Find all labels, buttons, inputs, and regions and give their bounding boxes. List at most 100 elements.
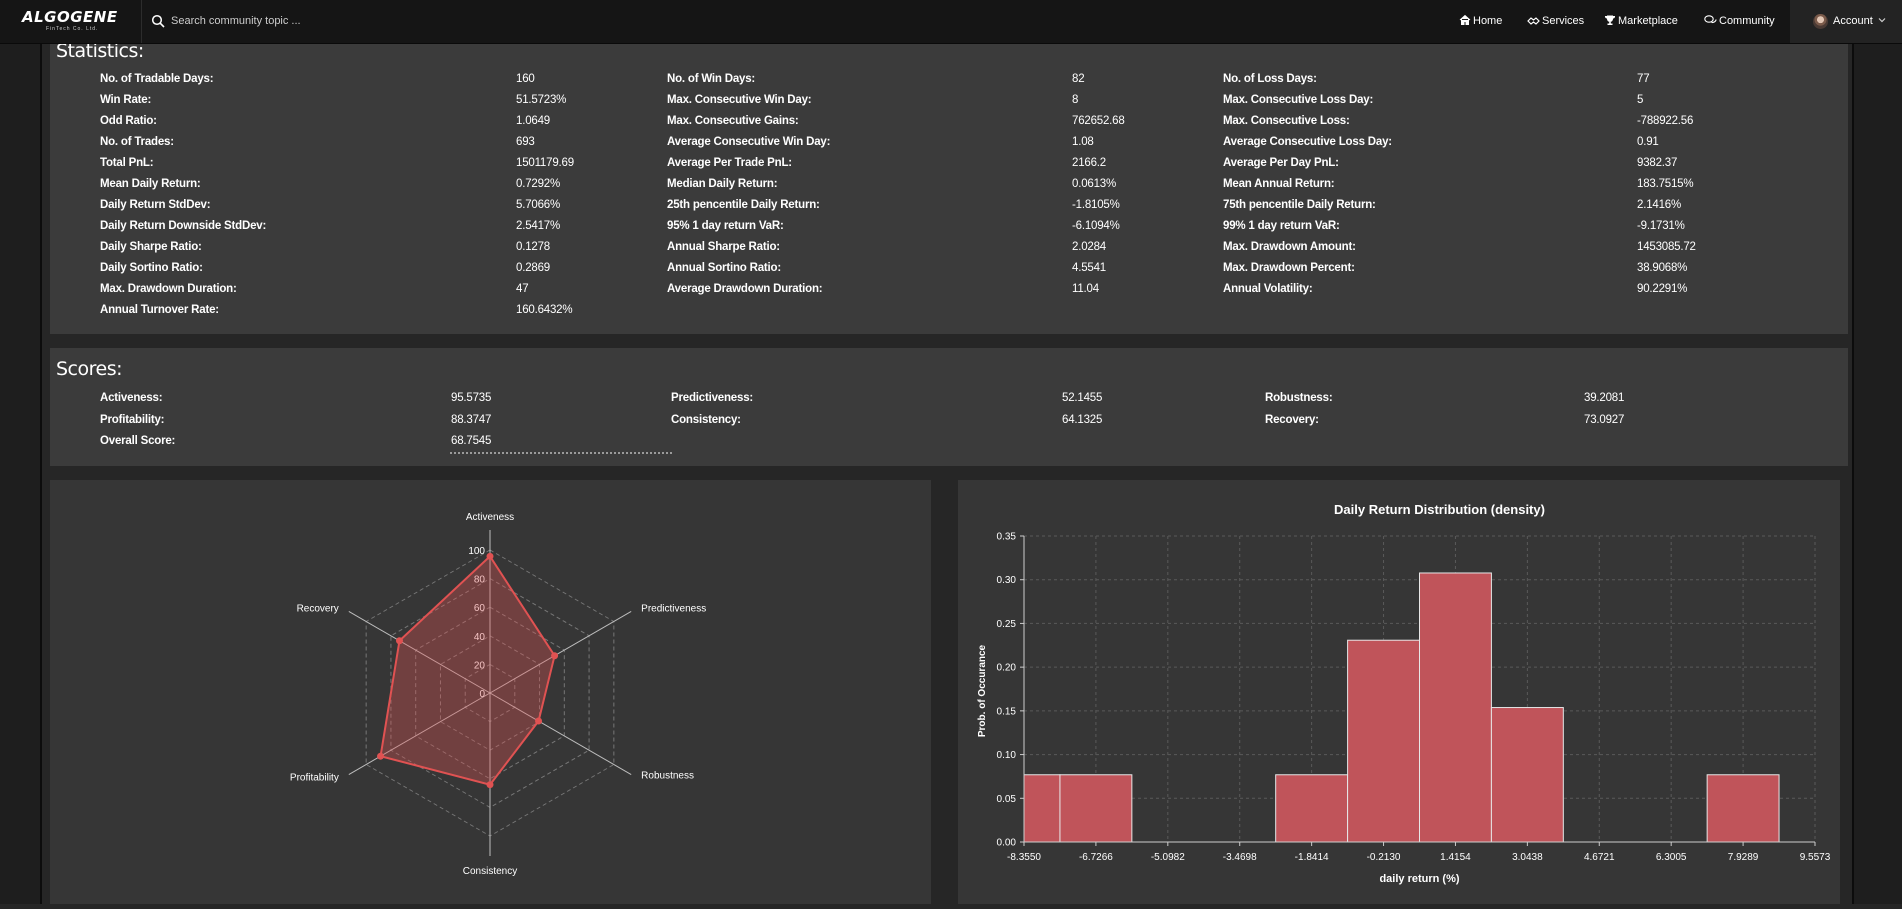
statistics-value: 5.7066% xyxy=(516,199,560,211)
radar-axis-line xyxy=(489,611,632,694)
nav-services[interactable]: Services xyxy=(1527,0,1584,43)
y-tick-label: 0.05 xyxy=(997,794,1017,805)
scores-label: Robustness: xyxy=(1265,392,1333,404)
x-tick-label: -3.4698 xyxy=(1223,852,1257,863)
radar-axis-label: Predictiveness xyxy=(641,603,706,614)
radar-chart-panel: 0 20 40 60 80 100 Activeness Predictiveness Robu… xyxy=(50,480,931,904)
scores-label: Overall Score: xyxy=(100,435,176,447)
histogram-bar xyxy=(1275,774,1349,843)
statistics-value: 82 xyxy=(1072,73,1085,85)
nav-community[interactable]: Community xyxy=(1704,0,1775,43)
statistics-value: -9.1731% xyxy=(1637,220,1685,232)
radar-tick-label: 40 xyxy=(474,632,486,643)
statistics-label: Max. Consecutive Gains: xyxy=(667,115,799,127)
x-axis-label: daily return (%) xyxy=(1379,873,1459,885)
statistics-value: 1453085.72 xyxy=(1637,241,1696,253)
y-tick-label: 0.20 xyxy=(997,663,1017,674)
algogene-logo[interactable]: ALGOGENE FinTech Co. Ltd. xyxy=(22,10,138,36)
statistics-label: Max. Consecutive Loss Day: xyxy=(1223,94,1374,106)
y-axis-label: Prob. of Occurance xyxy=(977,644,988,737)
statistics-label: Average Consecutive Win Day: xyxy=(667,136,831,148)
scores-value: 64.1325 xyxy=(1062,413,1103,426)
radar-axis-label: Consistency xyxy=(463,866,517,877)
statistics-title: Statistics: xyxy=(56,40,144,62)
top-navbar: ALGOGENE FinTech Co. Ltd. Search communi… xyxy=(0,0,1902,44)
y-tick-label: 0.35 xyxy=(997,532,1017,543)
nav-marketplace-label: Marketplace xyxy=(1618,15,1678,27)
statistics-label: Mean Annual Return: xyxy=(1223,178,1335,190)
scores-label: Recovery: xyxy=(1265,413,1319,426)
scores-title: Scores: xyxy=(56,358,123,380)
nav-services-label: Services xyxy=(1542,15,1585,27)
radar-axis-line xyxy=(348,611,491,694)
statistics-label: Annual Sortino Ratio: xyxy=(667,262,781,274)
statistics-label: Daily Return Downside StdDev: xyxy=(100,220,267,232)
x-tick-label: 4.6721 xyxy=(1584,852,1615,863)
radar-point xyxy=(486,781,494,789)
search-input[interactable]: Search community topic ... xyxy=(171,15,301,27)
scores-value: 68.7545 xyxy=(451,435,492,447)
statistics-label: No. of Win Days: xyxy=(667,73,756,85)
statistics-label: Average Drawdown Duration: xyxy=(667,283,823,295)
statistics-label: Odd Ratio: xyxy=(100,115,157,127)
nav-home[interactable]: Home xyxy=(1459,0,1502,43)
search-bar[interactable]: Search community topic ... xyxy=(151,12,551,32)
scores-panel: Scores: Activeness: 95.5735 Predictiveness… xyxy=(50,348,1848,466)
radar-tick-label: 100 xyxy=(468,546,485,557)
statistics-value: -1.8105% xyxy=(1072,199,1120,211)
histogram-bar xyxy=(1706,774,1780,843)
radar-chart: 0 20 40 60 80 100 Activeness Predictiveness Robu… xyxy=(290,512,706,877)
statistics-value: 90.2291% xyxy=(1637,283,1688,295)
nav-marketplace[interactable]: Marketplace xyxy=(1604,0,1678,43)
x-tick-label: 1.4154 xyxy=(1440,852,1471,863)
right-margin xyxy=(1854,0,1902,904)
radar-axis-label: Profitability xyxy=(290,773,339,784)
nav-home-label: Home xyxy=(1473,15,1503,27)
statistics-label: No. of Loss Days: xyxy=(1223,73,1317,85)
histogram-panel: Daily Return Distribution (density) 0.00 0… xyxy=(958,480,1840,904)
statistics-label: Max. Drawdown Amount: xyxy=(1223,241,1356,253)
statistics-value: 0.7292% xyxy=(516,178,560,190)
statistics-label: Annual Turnover Rate: xyxy=(100,304,219,316)
statistics-value: 2166.2 xyxy=(1072,157,1106,169)
statistics-label: Daily Sortino Ratio: xyxy=(100,262,203,274)
statistics-label: Max. Consecutive Win Day: xyxy=(667,94,812,106)
statistics-value: 693 xyxy=(516,136,535,148)
statistics-value: 9382.37 xyxy=(1637,157,1678,169)
statistics-value: 47 xyxy=(516,283,529,295)
x-tick-label: 7.9289 xyxy=(1728,852,1759,863)
scores-value: 73.0927 xyxy=(1584,413,1625,426)
statistics-label: Average Per Trade PnL: xyxy=(667,157,792,169)
statistics-panel: Statistics: No. of Tradable Days: 160 No. … xyxy=(50,40,1848,334)
comments-icon xyxy=(1704,15,1717,24)
x-tick-label: 6.3005 xyxy=(1656,852,1687,863)
statistics-label: Max. Drawdown Percent: xyxy=(1223,262,1355,274)
radar-axis-label: Activeness xyxy=(466,512,514,523)
statistics-label: Average Consecutive Loss Day: xyxy=(1223,136,1392,148)
histogram-bar xyxy=(1059,774,1133,843)
histogram-bar xyxy=(1023,774,1061,843)
y-tick-label: 0.00 xyxy=(997,838,1017,849)
statistics-value: 0.1278 xyxy=(516,241,550,253)
x-tick-label: -5.0982 xyxy=(1151,852,1185,863)
statistics-label: Total PnL: xyxy=(100,157,154,169)
radar-point xyxy=(551,652,559,660)
x-tick-label: 9.5573 xyxy=(1800,852,1831,863)
scores-label: Predictiveness: xyxy=(671,392,754,404)
statistics-value: -788922.56 xyxy=(1637,115,1694,127)
y-tick-label: 0.15 xyxy=(997,706,1017,717)
radar-axis-line xyxy=(348,692,491,775)
statistics-value: 2.0284 xyxy=(1072,241,1106,253)
statistics-label: Max. Drawdown Duration: xyxy=(100,283,237,295)
account-menu[interactable]: Account xyxy=(1790,0,1902,43)
radar-tick-label: 20 xyxy=(474,660,486,671)
scores-value: 95.5735 xyxy=(451,392,492,404)
x-tick-label: -0.2130 xyxy=(1367,852,1401,863)
statistics-value: 4.5541 xyxy=(1072,262,1106,274)
histogram-bar xyxy=(1419,572,1492,843)
statistics-label: Win Rate: xyxy=(100,94,152,106)
radar-tick-label: 0 xyxy=(479,689,485,700)
statistics-value: 1501179.69 xyxy=(516,157,574,169)
home-icon xyxy=(1459,14,1471,25)
statistics-value: 1.0649 xyxy=(516,115,550,127)
